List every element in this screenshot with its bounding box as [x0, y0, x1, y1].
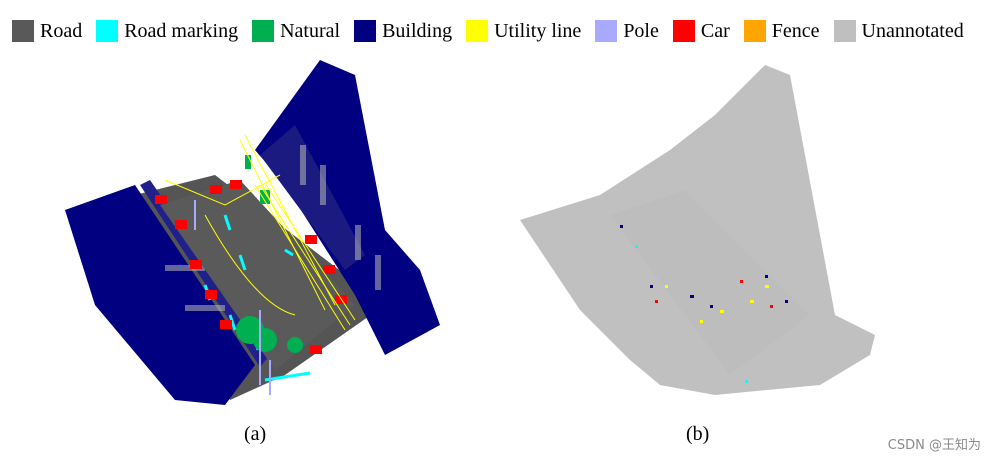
legend-item-natural: Natural: [252, 20, 340, 43]
legend-label: Road marking: [124, 19, 239, 42]
legend-label: Car: [700, 19, 730, 42]
legend-swatch: [12, 20, 34, 42]
point-cloud-annotated: [65, 60, 440, 405]
legend-swatch: [595, 20, 618, 42]
point-cloud-unannotated: [520, 65, 875, 395]
legend-label: Unannotated: [861, 19, 964, 42]
scattered-labels-yellow: [665, 285, 769, 323]
legend: Road Road marking Natural Building Utili…: [12, 18, 978, 44]
legend-swatch: [833, 20, 856, 42]
legend-item-road: Road: [12, 20, 82, 43]
buildings-right: [255, 60, 440, 355]
scattered-labels-cyan: [635, 245, 748, 383]
legend-item-building: Building: [354, 20, 452, 43]
buildings-left: [65, 180, 270, 405]
legend-label: Natural: [280, 19, 341, 42]
legend-label: Building: [382, 19, 453, 42]
utility-lines: [164, 134, 356, 331]
road-center: [160, 180, 355, 370]
legend-item-utility-line: Utility line: [466, 20, 581, 43]
legend-swatch: [743, 20, 766, 42]
legend-swatch: [252, 20, 275, 42]
legend-item-pole: Pole: [595, 20, 659, 43]
unannotated-cloud-inner: [610, 190, 810, 375]
legend-swatch: [466, 20, 489, 42]
legend-label: Utility line: [494, 19, 582, 42]
building-facade-details: [165, 145, 381, 311]
legend-item-fence: Fence: [743, 19, 820, 43]
unannotated-scatter: [620, 225, 788, 308]
legend-item-unannotated: Unannotated: [833, 19, 964, 43]
poles: [194, 200, 271, 395]
scattered-labels-red: [655, 280, 773, 308]
legend-item-car: Car: [672, 19, 730, 43]
legend-label: Fence: [771, 19, 820, 42]
legend-item-road-marking: Road marking: [96, 20, 238, 43]
legend-label: Road: [40, 19, 83, 42]
watermark: CSDN @王知为: [887, 438, 981, 453]
legend-swatch: [354, 20, 377, 42]
caption-a: (a): [244, 423, 267, 445]
caption-b: (b): [686, 423, 710, 445]
legend-swatch: [96, 20, 119, 42]
legend-swatch: [672, 20, 695, 42]
legend-label: Pole: [623, 19, 659, 42]
